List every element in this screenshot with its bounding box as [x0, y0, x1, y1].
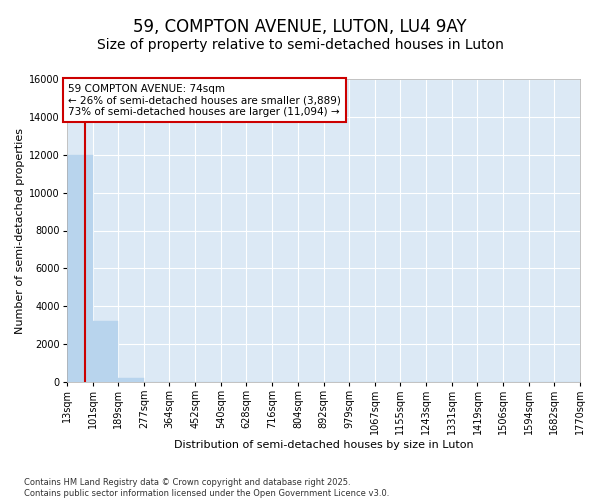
Bar	[67, 155, 92, 382]
Text: Size of property relative to semi-detached houses in Luton: Size of property relative to semi-detach…	[97, 38, 503, 52]
Text: 59 COMPTON AVENUE: 74sqm
← 26% of semi-detached houses are smaller (3,889)
73% o: 59 COMPTON AVENUE: 74sqm ← 26% of semi-d…	[68, 84, 341, 116]
Bar	[118, 378, 144, 382]
Bar	[92, 322, 118, 382]
X-axis label: Distribution of semi-detached houses by size in Luton: Distribution of semi-detached houses by …	[173, 440, 473, 450]
Y-axis label: Number of semi-detached properties: Number of semi-detached properties	[15, 128, 25, 334]
Text: Contains HM Land Registry data © Crown copyright and database right 2025.
Contai: Contains HM Land Registry data © Crown c…	[24, 478, 389, 498]
Text: 59, COMPTON AVENUE, LUTON, LU4 9AY: 59, COMPTON AVENUE, LUTON, LU4 9AY	[133, 18, 467, 36]
